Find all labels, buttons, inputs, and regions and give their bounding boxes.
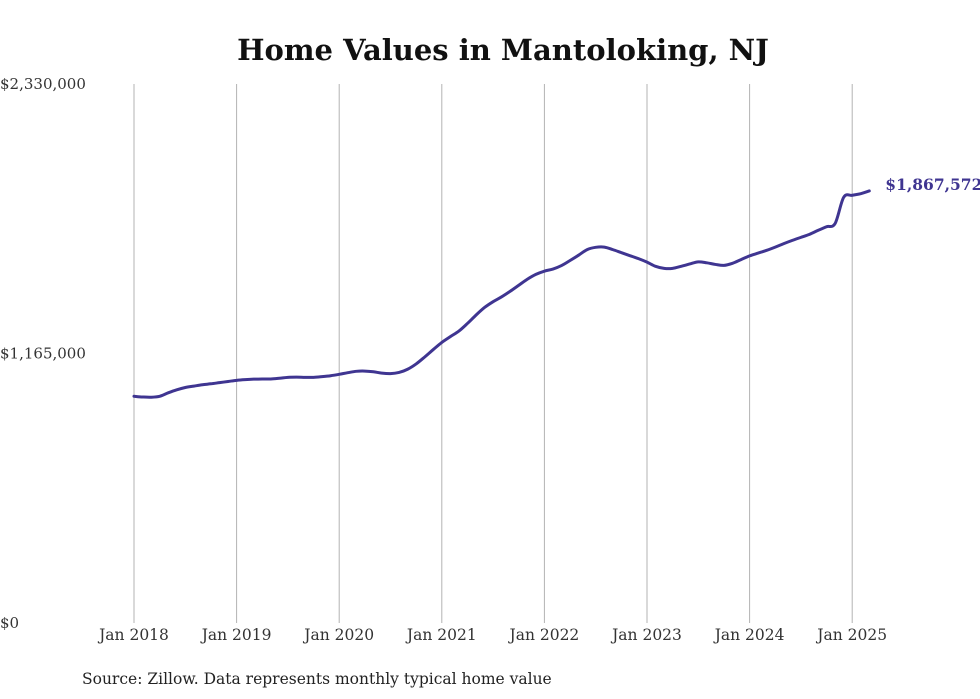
- x-tick-label: Jan 2022: [507, 626, 579, 644]
- x-axis: Jan 2018 Jan 2019 Jan 2020 Jan 2021 Jan 2022…: [97, 626, 887, 644]
- y-tick-label: $0: [0, 614, 19, 632]
- chart-title: Home Values in Mantoloking, NJ: [237, 33, 769, 67]
- end-value-label: $1,867,572: [885, 175, 980, 194]
- plot-area: [132, 189, 871, 399]
- x-tick-label: Jan 2019: [200, 626, 272, 644]
- x-tick-label: Jan 2024: [713, 626, 785, 644]
- y-tick-label: $2,330,000: [0, 75, 86, 93]
- y-tick-label: $1,165,000: [0, 345, 86, 363]
- x-tick-label: Jan 2018: [97, 626, 169, 644]
- grid: [133, 84, 853, 623]
- x-tick-label: Jan 2020: [302, 626, 374, 644]
- source-note: Source: Zillow. Data represents monthly …: [82, 670, 552, 688]
- y-axis: $0 $1,165,000 $2,330,000: [0, 75, 86, 632]
- x-tick-label: Jan 2025: [815, 626, 887, 644]
- x-tick-label: Jan 2023: [610, 626, 682, 644]
- x-tick-label: Jan 2021: [405, 626, 477, 644]
- series-line: [132, 189, 871, 399]
